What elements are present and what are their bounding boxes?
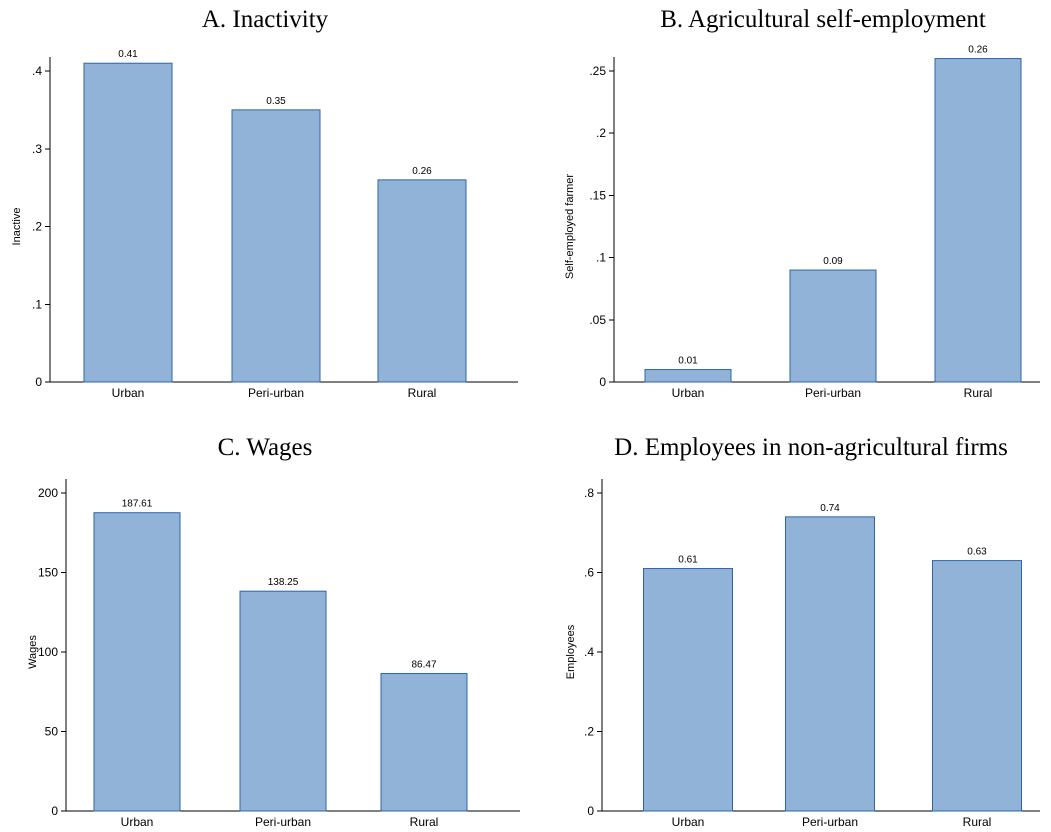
bar-urban	[644, 369, 732, 383]
y-tick-label: .2	[32, 220, 42, 234]
y-tick-label: 100	[38, 645, 58, 659]
bar-rural	[377, 179, 467, 383]
chart-title: B. Agricultural self-employment	[660, 6, 986, 33]
chart-title: C. Wages	[218, 434, 313, 461]
bar-urban	[83, 62, 173, 383]
x-tick-label: Rural	[963, 815, 992, 829]
data-label: 0.63	[967, 547, 987, 558]
y-tick-label: 0	[35, 375, 42, 389]
bar-peri-urban	[789, 269, 877, 383]
bar-urban	[643, 568, 733, 812]
y-tick-label: 0	[599, 375, 606, 389]
bar-peri-urban	[231, 109, 321, 383]
panel-c: C. Wages 0 50 100 150 200 Wages 187.61 Urban 138.…	[27, 434, 520, 829]
y-tick-label: .4	[584, 645, 594, 659]
x-tick-label: Rural	[410, 815, 439, 829]
data-label: 0.26	[968, 45, 988, 56]
data-label: 0.74	[820, 503, 840, 514]
panel-b: B. Agricultural self-employment 0 .05 .1 .15…	[564, 6, 1040, 400]
x-tick-label: Peri-urban	[802, 815, 858, 829]
x-tick-label: Peri-urban	[805, 386, 861, 400]
y-tick-label: .3	[32, 142, 42, 156]
data-label: 0.35	[266, 96, 286, 107]
panel-a: A. Inactivity 0 .1 .2 .3 .4 Inactive 0.41 Urban 0…	[11, 6, 518, 400]
data-label: 0.61	[678, 555, 698, 566]
y-tick-label: .1	[596, 251, 606, 265]
y-axis-label: Self-employed farmer	[564, 174, 576, 279]
y-tick-label: .15	[589, 188, 606, 202]
x-tick-label: Urban	[672, 815, 705, 829]
bar-peri-urban	[239, 590, 327, 812]
y-tick-label: .4	[32, 64, 42, 78]
y-tick-label: .2	[596, 126, 606, 140]
x-tick-label: Urban	[121, 815, 154, 829]
x-tick-label: Peri-urban	[248, 386, 304, 400]
y-tick-label: 50	[45, 725, 59, 739]
panel-d: D. Employees in non-agricultural firms 0.…	[565, 434, 1040, 829]
chart-title: D. Employees in non-agricultural firms	[614, 434, 1008, 461]
y-tick-label: .2	[584, 725, 594, 739]
bar-urban	[93, 512, 181, 812]
data-label: 86.47	[411, 660, 436, 671]
data-label: 138.25	[268, 577, 299, 588]
x-tick-label: Urban	[672, 386, 705, 400]
data-label: 0.01	[678, 356, 698, 367]
y-tick-label: 150	[38, 566, 58, 580]
y-tick-label: .25	[589, 64, 606, 78]
x-tick-label: Peri-urban	[255, 815, 311, 829]
y-tick-label: 0	[587, 804, 594, 818]
y-tick-label: .1	[32, 297, 42, 311]
y-tick-label: .05	[589, 313, 606, 327]
data-label: 0.41	[118, 49, 138, 60]
y-axis-label: Employees	[565, 624, 577, 679]
y-tick-label: .8	[584, 486, 594, 500]
bar-rural	[380, 673, 468, 812]
bar-peri-urban	[785, 516, 875, 812]
bar-rural	[932, 560, 1022, 812]
chart-title: A. Inactivity	[202, 6, 329, 33]
y-tick-label: 0	[51, 804, 58, 818]
y-tick-label: 200	[38, 486, 58, 500]
y-axis-label: Wages	[27, 635, 39, 669]
x-tick-label: Rural	[408, 386, 437, 400]
data-label: 0.26	[412, 166, 432, 177]
y-axis-label: Inactive	[11, 208, 23, 246]
data-label: 187.61	[122, 499, 153, 510]
x-tick-label: Rural	[964, 386, 993, 400]
y-tick-label: .6	[584, 566, 594, 580]
data-label: 0.09	[823, 256, 843, 267]
x-tick-label: Urban	[112, 386, 145, 400]
bar-rural	[934, 58, 1022, 383]
